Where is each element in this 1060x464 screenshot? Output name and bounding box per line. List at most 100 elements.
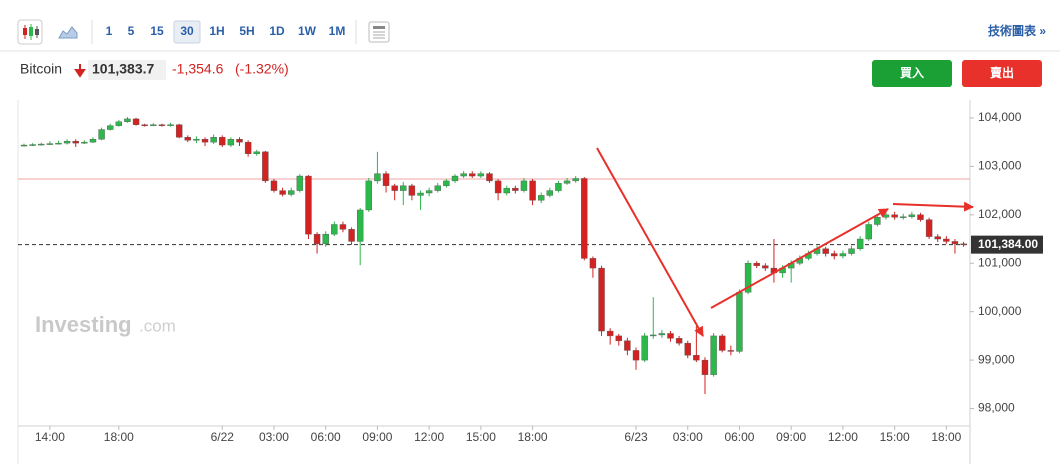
candle-body <box>434 185 441 191</box>
candle-body <box>296 175 304 191</box>
candle-body <box>236 139 243 143</box>
candle-body <box>477 173 485 177</box>
interval-button[interactable]: 30 <box>180 24 194 38</box>
candle-body <box>115 121 123 126</box>
candle-body <box>417 192 424 196</box>
candle-body <box>331 224 338 235</box>
y-tick-label: 101,000 <box>978 255 1022 269</box>
settings-icon[interactable] <box>368 21 390 43</box>
candle-body <box>494 180 502 194</box>
candle-body <box>512 187 519 191</box>
candle-body <box>167 124 174 126</box>
interval-button[interactable]: 1M <box>329 24 346 38</box>
interval-button[interactable]: 15 <box>150 24 164 38</box>
candle-body <box>279 190 286 195</box>
x-tick-label: 6/22 <box>211 430 235 444</box>
annotation-arrow <box>892 201 974 212</box>
candle-body <box>589 258 597 269</box>
candle-body <box>322 233 329 245</box>
candle-body <box>882 214 890 218</box>
buy-button[interactable] <box>872 60 952 87</box>
candle-body <box>184 137 191 141</box>
candle-body <box>581 178 588 259</box>
candle-body <box>563 180 571 184</box>
candle-body <box>132 118 140 125</box>
candle-body <box>762 265 769 269</box>
candle-body <box>572 178 579 182</box>
candle-body <box>210 137 217 143</box>
candle-body <box>391 185 398 191</box>
candle-body <box>356 209 364 242</box>
x-tick-label: 03:00 <box>673 430 703 444</box>
candle-body <box>701 359 709 375</box>
x-tick-label: 06:00 <box>724 430 754 444</box>
candle-body <box>684 342 691 356</box>
candle-body <box>865 224 872 240</box>
interval-button[interactable]: 1D <box>269 24 285 38</box>
annotation-arrow <box>596 147 704 337</box>
price-change: -1,354.6 <box>172 61 224 77</box>
candle-body <box>641 335 648 361</box>
candle-body <box>460 173 467 177</box>
x-tick-label: 18:00 <box>931 430 961 444</box>
candle-body <box>951 241 959 245</box>
technical-chart-link[interactable]: 技術圖表 » <box>988 23 1046 38</box>
last-price: 101,383.7 <box>92 61 154 77</box>
candle-body <box>158 124 166 126</box>
buy-button-label[interactable]: 買入 <box>900 66 924 80</box>
candle-body <box>650 334 657 337</box>
x-tick-label: 12:00 <box>414 430 444 444</box>
y-tick-label: 104,000 <box>978 110 1022 124</box>
candle-body <box>925 219 933 237</box>
sell-button-label[interactable]: 賣出 <box>989 65 1014 80</box>
candle-body <box>598 267 605 332</box>
candle-body <box>253 151 260 154</box>
y-tick-label: 99,000 <box>978 352 1015 366</box>
x-tick-label: 14:00 <box>35 430 65 444</box>
interval-button[interactable]: 5H <box>239 24 254 38</box>
candle-body <box>425 190 433 194</box>
candle-body <box>943 238 950 242</box>
y-tick-label: 103,000 <box>978 159 1022 173</box>
candle-body <box>365 180 372 211</box>
candle-body <box>72 140 79 144</box>
candle-body <box>658 333 666 336</box>
interval-button[interactable]: 1W <box>298 24 317 38</box>
candle-body <box>382 173 390 186</box>
watermark-suffix: .com <box>139 316 176 335</box>
candle-body <box>624 340 631 351</box>
candle-body <box>529 180 536 201</box>
candle-body <box>753 263 760 266</box>
sell-button[interactable] <box>962 60 1042 87</box>
x-tick-label: 12:00 <box>828 430 858 444</box>
candle-body <box>693 355 700 361</box>
candle-body <box>900 216 907 218</box>
x-tick-label: 15:00 <box>880 430 910 444</box>
candle-body <box>124 118 131 122</box>
candle-body <box>822 248 829 254</box>
candle-body <box>744 263 752 293</box>
interval-button[interactable]: 5 <box>128 24 135 38</box>
price-highlight <box>88 60 166 80</box>
x-tick-label: 18:00 <box>104 430 134 444</box>
candle-body <box>891 214 898 218</box>
candle-body <box>934 236 941 240</box>
interval-button[interactable]: 1H <box>209 24 224 38</box>
chart-type-candle-icon[interactable] <box>17 19 43 45</box>
interval-button[interactable]: 1 <box>106 24 113 38</box>
x-tick-label: 06:00 <box>311 430 341 444</box>
candle-body <box>546 190 554 196</box>
candle-body <box>227 139 235 146</box>
candle-body <box>469 173 476 177</box>
candle-body <box>175 124 183 138</box>
candle-body <box>538 195 545 201</box>
candle-body <box>201 139 209 143</box>
chart-type-area-icon[interactable] <box>58 26 78 39</box>
watermark-brand: Investing <box>35 312 132 337</box>
candle-body <box>874 217 881 225</box>
candle-body <box>339 224 347 230</box>
candle-body <box>89 139 97 143</box>
candle-body <box>408 185 416 196</box>
candle-body <box>288 190 295 195</box>
